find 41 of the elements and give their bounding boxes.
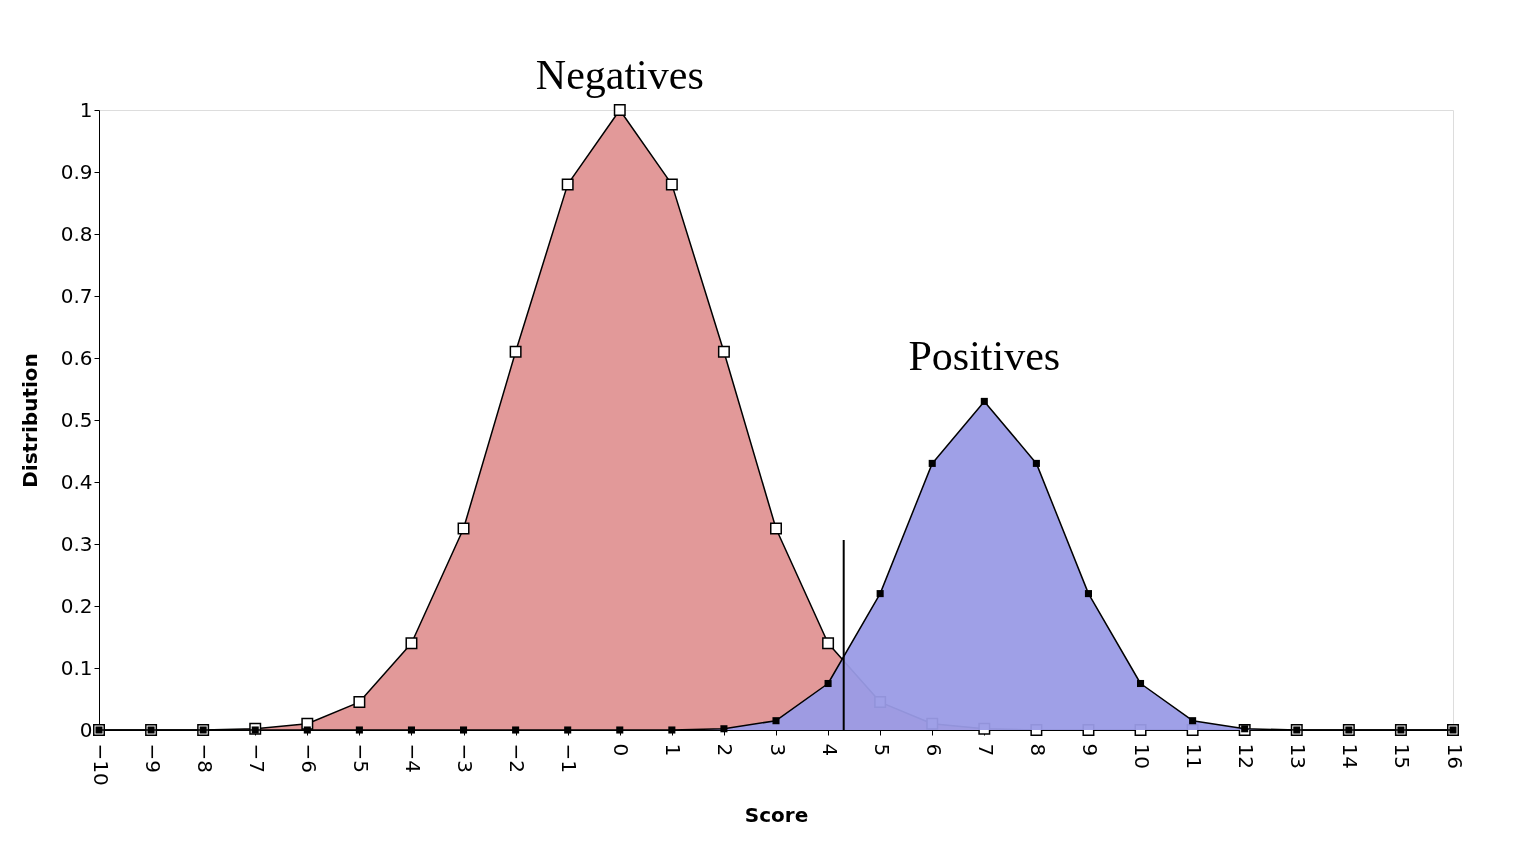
y-tick-label: 0.7 — [60, 283, 93, 308]
x-tick-label: −3 — [453, 743, 478, 773]
x-tick-label: 3 — [765, 743, 790, 757]
x-tick-label: −6 — [296, 743, 321, 773]
x-tick-label: −5 — [348, 743, 373, 773]
x-tick-label: 14 — [1338, 743, 1363, 769]
x-tick-label: −9 — [140, 743, 165, 773]
x-tick-label: 2 — [713, 743, 738, 757]
x-tick-label: −1 — [557, 743, 582, 773]
x-tick-label: 4 — [817, 743, 842, 757]
y-tick-label: 0.6 — [60, 345, 93, 370]
x-tick-label: −7 — [244, 743, 269, 773]
x-tick-label: 10 — [1130, 743, 1155, 769]
x-tick-label: 5 — [869, 743, 894, 757]
x-tick-label: 0 — [609, 743, 634, 757]
y-tick-label: 0.3 — [60, 531, 93, 556]
y-tick-label: 1 — [79, 97, 93, 122]
x-tick-label: −10 — [88, 743, 113, 786]
x-tick-label: 9 — [1077, 743, 1102, 757]
x-tick-label: −2 — [505, 743, 530, 773]
y-tick-label: 0.9 — [60, 159, 93, 184]
x-tick-label: 11 — [1182, 743, 1207, 769]
series-label: Positives — [908, 333, 1061, 380]
x-tick-label: 13 — [1286, 743, 1311, 769]
x-tick-label: 12 — [1234, 743, 1259, 769]
series-label: Negatives — [535, 52, 704, 98]
x-tick-label: 15 — [1390, 743, 1415, 769]
y-tick-label: 0.4 — [60, 469, 93, 494]
y-tick-label: 0.1 — [60, 655, 93, 680]
x-tick-label: −8 — [192, 743, 217, 773]
y-axis-title: Distribution — [17, 353, 42, 488]
x-tick-label: 1 — [661, 743, 686, 757]
x-axis-title: Score — [744, 802, 809, 827]
y-tick-label: 0.2 — [60, 593, 93, 618]
x-tick-label: 8 — [1025, 743, 1050, 757]
x-tick-label: −4 — [400, 743, 425, 773]
x-tick-label: 6 — [921, 743, 946, 757]
y-tick-label: 0.8 — [60, 221, 93, 246]
x-tick-label: 16 — [1442, 743, 1467, 769]
x-tick-label: 7 — [973, 743, 998, 757]
y-tick-label: 0.5 — [60, 407, 93, 432]
